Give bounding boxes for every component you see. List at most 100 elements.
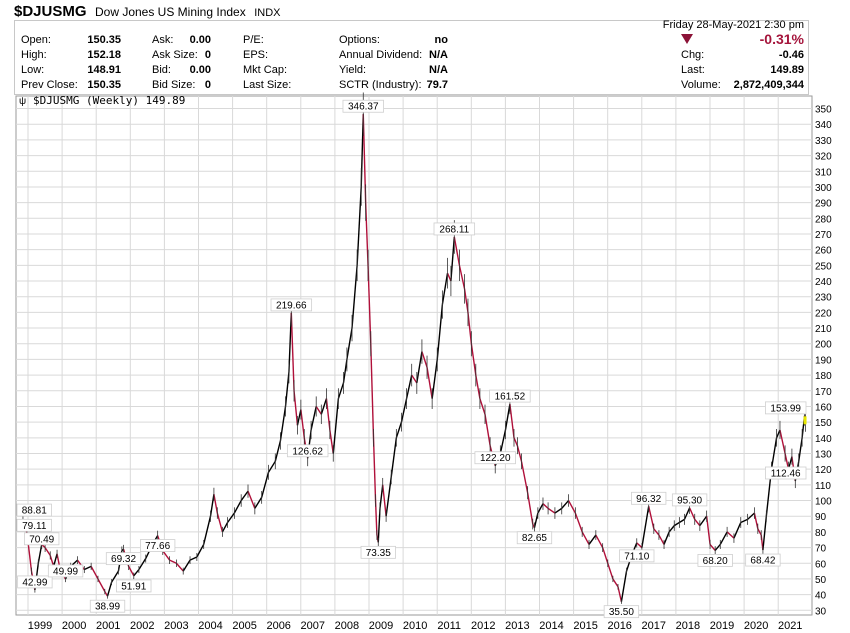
annotation-label: 79.11 [22,521,47,532]
annotation-box [24,532,60,546]
annotation-label: 96.32 [636,494,661,505]
price-segment [426,367,433,399]
x-tick-label: 2001 [96,620,120,632]
price-segment [293,390,299,426]
ask-size-value: 0 [204,49,211,61]
price-segment [653,528,660,536]
price-segment [315,406,322,415]
volume-label: Volume: [681,79,721,91]
yield-value: N/A [429,64,448,76]
annotation-box [116,579,152,593]
price-segment [668,525,675,533]
annotation-box [474,451,516,465]
price-segment [753,512,759,529]
x-axis: 1999 2000 2001 2002 2003 2004 2005 2006 2007 2008… [28,620,803,632]
annotation-box [17,575,53,589]
price-segment [542,503,549,509]
y-tick-label: 150 [815,418,832,429]
price-segment [458,265,466,290]
price-annotations: 88.81 79.11 70.49 42.99 49.99 38.99 69.32 51.91… [16,99,807,618]
change-percent: -0.31% [759,31,804,47]
price-segment [182,559,191,572]
x-tick-label: 2011 [437,620,461,632]
y-tick-label: 260 [815,246,832,257]
price-segment [574,512,583,533]
y-tick-label: 280 [815,214,832,225]
price-segment [453,236,461,266]
last-value: 149.89 [770,64,804,76]
y-tick-label: 40 [815,591,827,602]
annotation-box [16,518,52,532]
x-tick-label: 2019 [710,620,734,632]
annotation-label: 69.32 [111,554,136,565]
x-tick-label: 2003 [164,620,188,632]
y-tick-label: 160 [815,402,832,413]
open-value: 150.35 [87,34,121,46]
y-tick-label: 110 [815,481,831,492]
price-segment [547,507,556,514]
price-segment [733,522,742,539]
x-tick-label: 1999 [28,620,52,632]
price-segment [329,429,334,454]
price-segment [310,406,317,431]
x-tick-label: 2002 [130,620,154,632]
x-tick-label: 2013 [505,620,529,632]
price-segment [641,506,650,548]
y-tick-label: 210 [815,324,832,335]
price-segment [169,559,177,564]
y-tick-label: 180 [815,371,832,382]
price-segment [138,558,147,570]
price-segment [84,565,92,571]
y-tick-label: 70 [815,544,827,555]
y-tick-label: 60 [815,559,827,570]
price-segment [504,403,511,431]
annotation-box [433,222,476,236]
price-segment [379,484,384,509]
price-segment [705,516,711,545]
x-tick-label: 2014 [539,620,563,632]
price-segment [209,494,215,517]
x-tick-label: 2005 [232,620,256,632]
x-tick-label: 2007 [301,620,325,632]
price-segment [636,542,643,549]
price-segment [385,476,392,517]
price-segment [332,398,340,454]
price-segment [699,515,708,527]
x-tick-label: 2009 [369,620,393,632]
pe-label: P/E: [243,34,264,46]
price-segment [342,359,348,384]
price-segment [162,550,171,561]
quote-header: $DJUSMG Dow Jones US Mining Index INDX O… [0,0,850,95]
price-segment [320,398,328,415]
y-tick-label: 290 [815,199,832,210]
price-segment [260,472,270,498]
price-segment [663,531,670,545]
symbol-name: Dow Jones US Mining Index [94,5,246,19]
y-tick-label: 90 [815,512,827,523]
price-segment [97,578,106,592]
price-segment [421,351,428,368]
y-tick-label: 200 [815,340,832,351]
price-segment [516,445,523,462]
x-tick-label: 2010 [403,620,427,632]
y-tick-label: 50 [815,575,827,586]
y-tick-label: 270 [815,230,832,241]
sctr-value: 79.7 [426,79,448,91]
price-segment [411,374,418,384]
price-segment [175,562,184,572]
x-tick-label: 2016 [607,620,631,632]
low-label: Low: [21,64,45,76]
y-tick-label: 250 [815,261,832,272]
ask-size-label: Ask Size: [152,49,198,61]
annotation-box [489,389,531,403]
price-segment [189,556,198,561]
price-segment [719,531,728,545]
annotation-box [139,539,176,552]
annotation-label: 35.50 [609,607,634,618]
price-segment [416,351,423,384]
grid-lines [16,96,812,615]
annotation-label: 112.46 [771,469,801,480]
price-segment [762,516,768,551]
x-tick-label: 2004 [198,620,222,632]
price-segment [688,507,696,520]
